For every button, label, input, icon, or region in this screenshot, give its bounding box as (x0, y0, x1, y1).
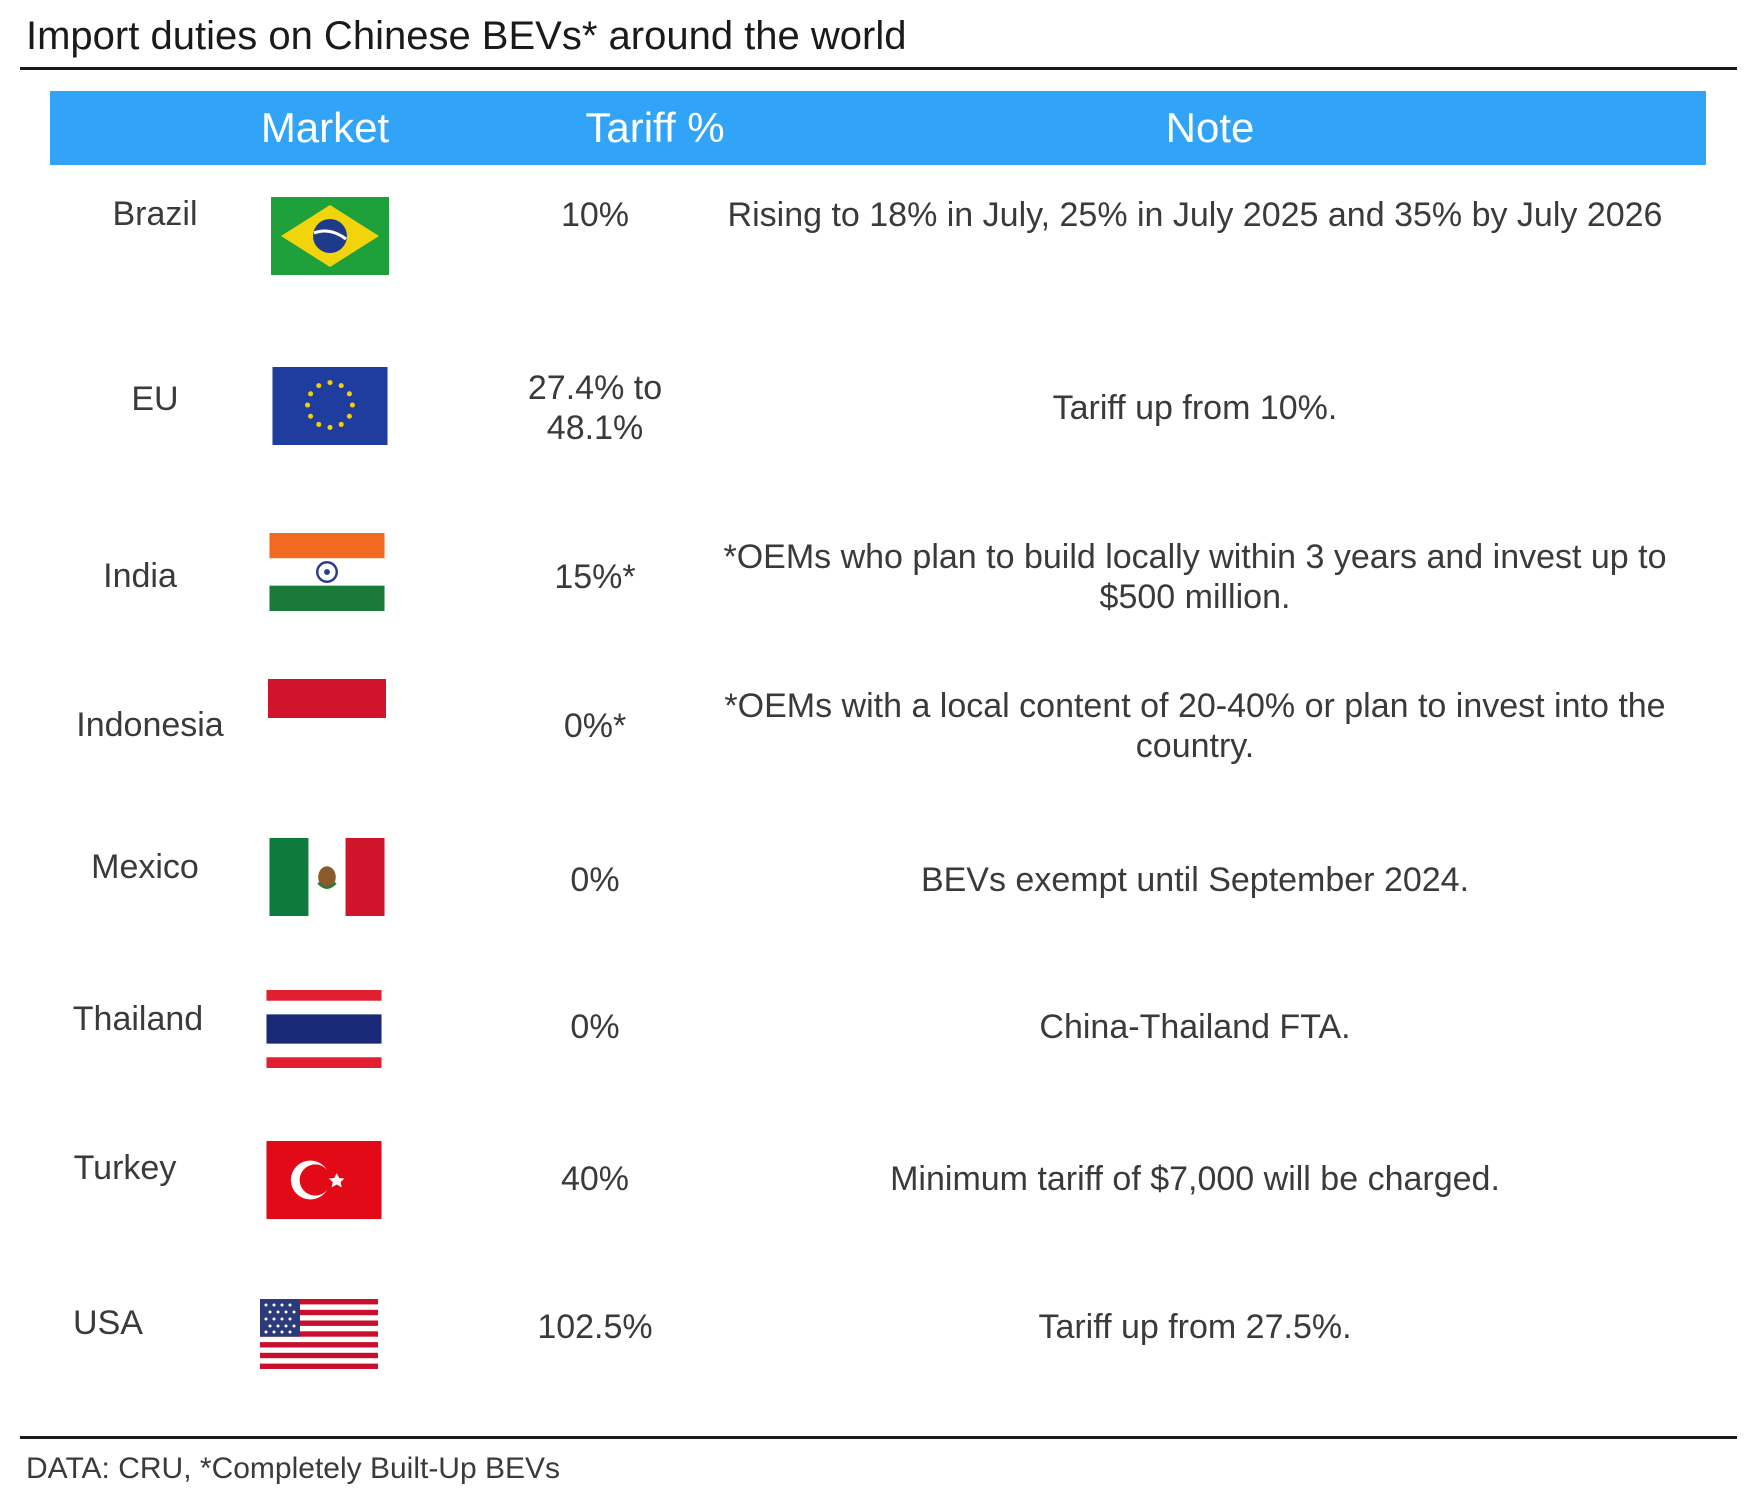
market-name: EU (131, 380, 179, 418)
tariff-value: 0%* (563, 707, 627, 745)
brazil-flag-icon (271, 197, 389, 275)
tariff-note: *OEMs with a local content of 20-40% or … (724, 687, 1666, 765)
market-name: Mexico (91, 848, 199, 886)
top-rule (20, 67, 1737, 70)
table-row: Brazil 10% Rising to 18% in July, 25% in… (0, 173, 1757, 293)
tariff-value: 10% (560, 196, 630, 234)
tariff-value: 102.5% (537, 1308, 653, 1346)
market-name: India (103, 557, 177, 595)
mexico-flag-icon (269, 838, 385, 916)
column-header-note: Note (1165, 104, 1255, 151)
tariff-note: Minimum tariff of $7,000 will be charged… (890, 1160, 1500, 1198)
india-flag-icon (269, 533, 385, 611)
turkey-flag-icon (266, 1141, 382, 1219)
tariff-value: 27.4% to 48.1% (527, 369, 663, 447)
table-row: India 15%* *OEMs who plan to build local… (0, 527, 1757, 647)
market-name: USA (73, 1304, 143, 1342)
table-row: Indonesia 0%* *OEMs with a local content… (0, 676, 1757, 796)
source-note: DATA: CRU, *Completely Built-Up BEVs (26, 1452, 561, 1485)
table-row: USA 102.5% Tariff up from 27.5%. (0, 1295, 1757, 1415)
market-name: Brazil (112, 195, 198, 233)
eu-flag-icon (272, 367, 388, 445)
tariff-note: BEVs exempt until September 2024. (920, 861, 1470, 899)
market-name: Turkey (73, 1149, 177, 1187)
tariff-value: 15%* (554, 558, 636, 596)
thailand-flag-icon (266, 990, 382, 1068)
usa-flag-icon (260, 1299, 378, 1369)
table-row: Turkey 40% Minimum tariff of $7,000 will… (0, 1140, 1757, 1260)
indonesia-flag-icon (268, 679, 386, 757)
table-row: Mexico 0% BEVs exempt until September 20… (0, 838, 1757, 958)
tariff-note: Rising to 18% in July, 25% in July 2025 … (727, 196, 1663, 234)
table-row: Thailand 0% China-Thailand FTA. (0, 990, 1757, 1110)
table-row: EU 27.4% to 48.1% Tariff up from 10%. (0, 350, 1757, 470)
tariff-note: *OEMs who plan to build locally within 3… (723, 538, 1667, 616)
market-name: Indonesia (76, 706, 224, 744)
chart-title: Import duties on Chinese BEVs* around th… (26, 14, 907, 58)
table-header: Market Tariff % Note (50, 91, 1706, 165)
tariff-note: Tariff up from 27.5%. (1038, 1308, 1352, 1346)
tariff-value: 40% (560, 1160, 630, 1198)
tariff-value: 0% (570, 861, 620, 899)
tariff-note: Tariff up from 10%. (1052, 389, 1338, 427)
tariff-value: 0% (570, 1008, 620, 1046)
column-header-tariff: Tariff % (585, 104, 725, 151)
tariff-note: China-Thailand FTA. (1039, 1008, 1351, 1046)
column-header-market: Market (260, 104, 390, 151)
market-name: Thailand (72, 1000, 204, 1038)
bottom-rule (20, 1436, 1737, 1439)
